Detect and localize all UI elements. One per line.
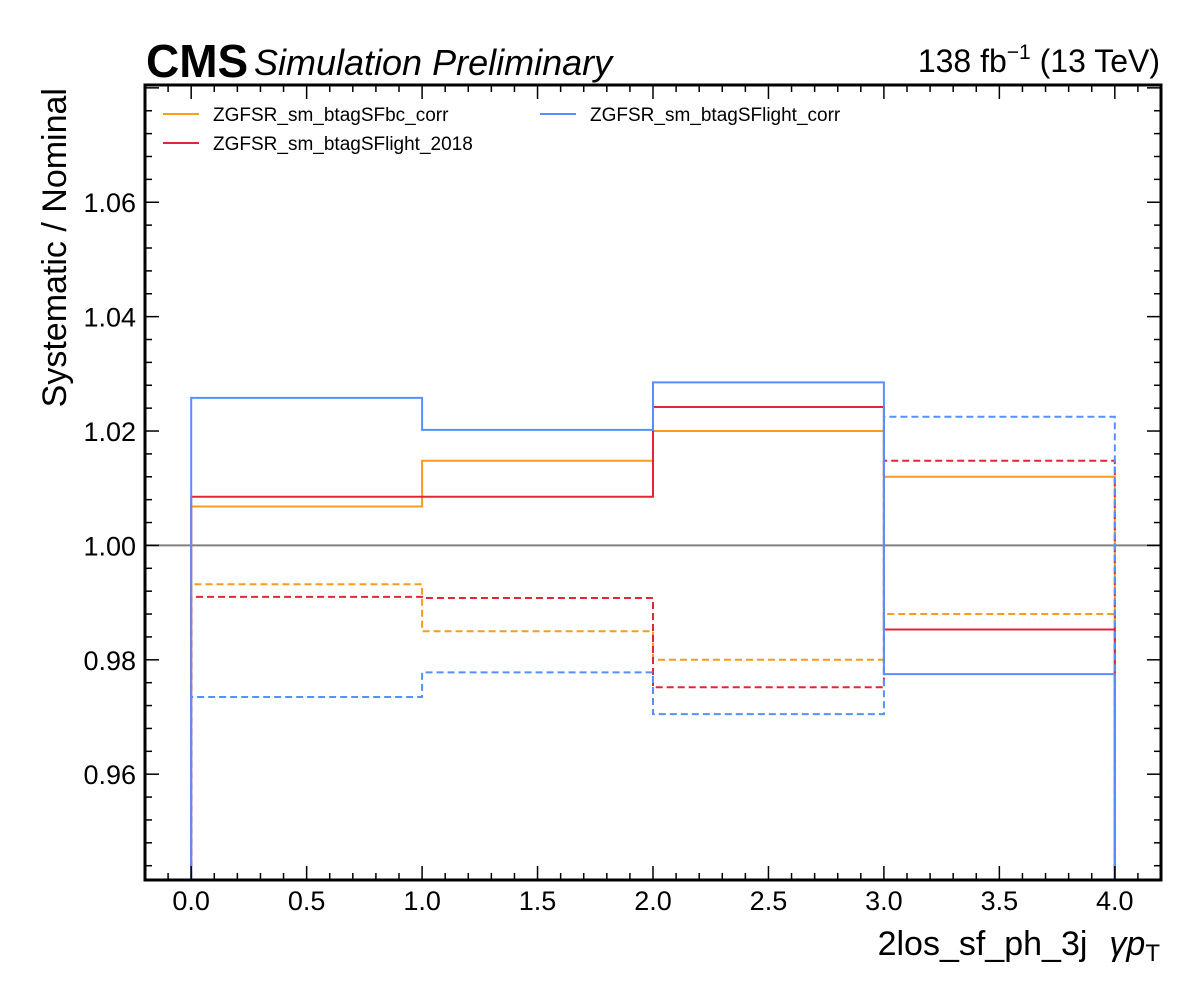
lumi-label: 138 fb−1 (13 TeV) [918,41,1160,79]
series-1-down-line [190,459,1116,880]
series-2-down-line [190,415,1116,880]
x-tick-label: 0.5 [288,886,326,916]
y-axis-label: Systematic / Nominal [36,88,74,407]
legend-label: ZGFSR_sm_btagSFbc_corr [213,105,449,126]
status-label: Simulation Preliminary [254,42,614,83]
y-tick-label: 1.04 [83,303,136,333]
lumi-exponent: −1 [1007,41,1031,64]
x-axis-label-main: 2los_sf_ph_3j [878,925,1088,963]
series-1-up-line [190,406,1116,880]
x-axis-label-sub: T [1145,940,1160,967]
legend-item-1: ZGFSR_sm_btagSFlight_2018 [163,134,473,155]
x-tick-label: 2.5 [750,886,788,916]
y-tick-label: 1.02 [83,417,136,447]
plot-area: 0.0 0.5 1.0 1.5 2.0 2.5 3.0 3.5 4.0 0.96 0.98 1.00 1… [83,83,1163,916]
y-tick-label: 0.96 [83,760,136,790]
legend: ZGFSR_sm_btagSFbc_corr ZGFSR_sm_btagSFlig… [163,105,841,155]
series-2 [190,381,1116,880]
x-axis-label-extra: γp [1109,925,1145,963]
x-tick-label: 1.0 [403,886,441,916]
lumi-value: 138 fb [918,43,1007,79]
series-0-down-line [190,583,1116,880]
cms-label: CMS [146,35,248,87]
legend-label: ZGFSR_sm_btagSFlight_corr [590,105,841,126]
x-tick-label: 2.0 [634,886,672,916]
y-tick-label: 0.98 [83,646,136,676]
series-0 [190,430,1116,880]
series-2-up-line [190,381,1116,880]
x-tick-label: 3.5 [981,886,1019,916]
series-0-up-line [190,430,1116,880]
legend-item-0: ZGFSR_sm_btagSFbc_corr [163,105,449,126]
legend-label: ZGFSR_sm_btagSFlight_2018 [213,134,473,155]
x-tick-label: 4.0 [1096,886,1134,916]
series-1 [190,406,1116,880]
y-tick-label: 1.00 [83,531,136,561]
y-tick-label: 1.06 [83,188,136,218]
legend-item-2: ZGFSR_sm_btagSFlight_corr [540,105,841,126]
x-tick-label: 3.0 [865,886,903,916]
x-tick-label: 0.0 [172,886,210,916]
x-tick-label: 1.5 [519,886,557,916]
energy-label: (13 TeV) [1031,43,1160,79]
x-axis-label: 2los_sf_ph_3j γpT [878,925,1161,967]
